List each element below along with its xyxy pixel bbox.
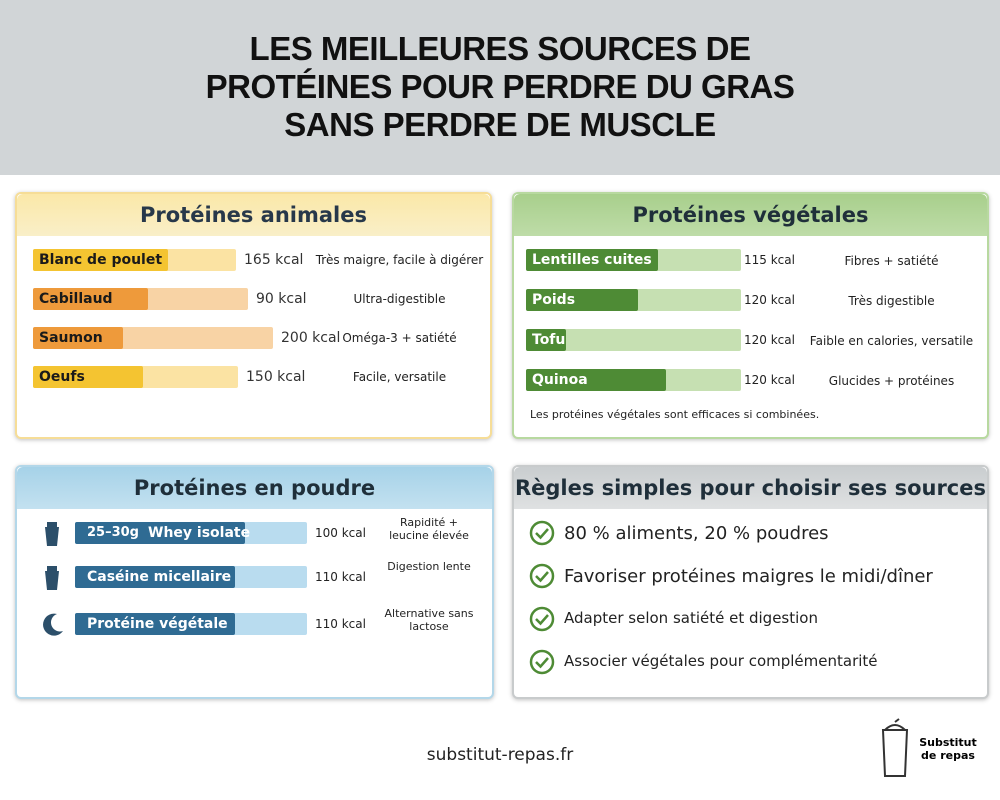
- item-kcal: 120 kcal: [744, 293, 795, 307]
- item-kcal: 110 kcal: [315, 617, 366, 631]
- item-note: Fibres + satiété: [844, 254, 939, 268]
- item-note: Glucides + protéines: [828, 374, 955, 388]
- check-icon: [529, 649, 555, 675]
- item-bar: [75, 566, 235, 588]
- item-note: Ultra-digestible: [353, 292, 446, 306]
- panel-title: Règles simples pour choisir ses sources: [514, 467, 987, 509]
- panel-title: Protéines en poudre: [17, 467, 492, 509]
- item-kcal: 115 kcal: [744, 253, 795, 267]
- item-name: Whey isolate: [148, 525, 251, 541]
- item-bar: [75, 522, 245, 544]
- panel-title: Protéines animales: [17, 194, 490, 236]
- rule-text: 80 % aliments, 20 % poudres: [564, 523, 829, 544]
- item-prefix: 25–30g: [87, 525, 139, 540]
- shaker-icon: [45, 566, 59, 590]
- item-kcal: 150 kcal: [246, 369, 306, 385]
- item-name: Saumon: [33, 327, 123, 349]
- item-kcal: 165 kcal: [244, 252, 304, 268]
- bar-track: [526, 329, 741, 351]
- vegetal-panel: Protéines végétales Lentilles cuites 115 …: [512, 192, 989, 439]
- rule-text: Adapter selon satiété et digestion: [564, 609, 818, 627]
- item-note: Facile, versatile: [352, 370, 447, 384]
- item-name: Caséine micellaire: [87, 569, 232, 585]
- item-name: Quinoa: [526, 369, 666, 391]
- animal-panel: Protéines animales Blanc de poulet 165 kc…: [15, 192, 492, 439]
- header: LES MEILLEURES SOURCES DE PROTÉINES POUR…: [0, 0, 1000, 175]
- title-line: PROTÉINES POUR PERDRE DU GRAS: [205, 68, 795, 105]
- item-name: Cabillaud: [33, 288, 148, 310]
- rules-panel: Règles simples pour choisir ses sources …: [512, 465, 989, 699]
- item-name: Oeufs: [33, 366, 143, 388]
- item-kcal: 100 kcal: [315, 526, 366, 540]
- logo-text: Substitut de repas: [919, 736, 977, 762]
- item-name: Protéine végétale: [87, 616, 228, 632]
- item-note: Alternative sans lactose: [384, 607, 474, 633]
- item-name: Poids: [526, 289, 638, 311]
- moon-icon: [43, 613, 63, 636]
- footnote: Les protéines végétales sont efficaces s…: [530, 408, 820, 421]
- title-line: SANS PERDRE DE MUSCLE: [284, 106, 716, 143]
- title-line: LES MEILLEURES SOURCES DE: [249, 30, 751, 67]
- item-name: Lentilles cuites: [526, 249, 658, 271]
- item-note: Digestion lente: [387, 560, 471, 573]
- item-kcal: 110 kcal: [315, 570, 366, 584]
- rule-text: Favoriser protéines maigres le midi/dîne…: [564, 566, 933, 587]
- item-bar: [75, 613, 235, 635]
- panel-title: Protéines végétales: [514, 194, 987, 236]
- shaker-icon: [45, 522, 59, 546]
- item-kcal: 120 kcal: [744, 333, 795, 347]
- check-icon: [529, 563, 555, 589]
- powder-panel: Protéines en poudre 25–30g Whey isolate 10…: [15, 465, 494, 699]
- item-name: Blanc de poulet: [33, 249, 168, 271]
- item-note: Très maigre, facile à digérer: [315, 253, 484, 267]
- item-kcal: 200 kcal: [281, 330, 341, 346]
- check-icon: [529, 520, 555, 546]
- item-note: Rapidité + leucine élevée: [389, 516, 469, 542]
- check-icon: [529, 606, 555, 632]
- logo-icon: [881, 718, 909, 777]
- item-kcal: 120 kcal: [744, 373, 795, 387]
- item-note: Faible en calories, versatile: [809, 334, 974, 348]
- item-note: Très digestible: [848, 294, 935, 308]
- rule-text: Associer végétales pour complémentarité: [564, 652, 878, 670]
- item-name: Tofu: [526, 329, 566, 351]
- item-kcal: 90 kcal: [256, 291, 307, 307]
- footer-url: substitut-repas.fr: [426, 745, 574, 765]
- item-note: Oméga-3 + satiété: [342, 331, 457, 345]
